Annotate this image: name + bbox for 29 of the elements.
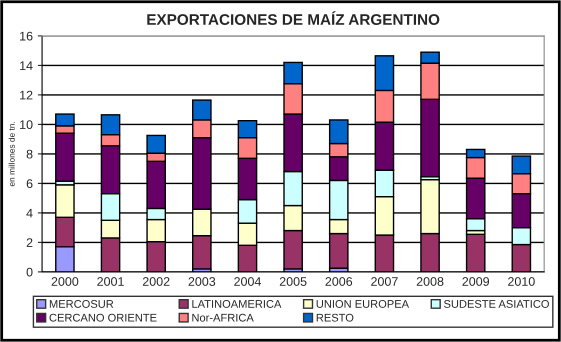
- x-tick-label: 2004: [234, 277, 262, 286]
- y-tick-label: 10: [20, 120, 33, 130]
- x-tick-label: 2010: [508, 277, 535, 286]
- y-tick-label: 12: [20, 90, 32, 100]
- legend-label: CERCANO ORIENTE: [50, 314, 157, 322]
- legend-label: LATINOAMERICA: [192, 300, 282, 308]
- legend-label: Nor-AFRICA: [192, 314, 254, 322]
- legend-label: RESTO: [316, 314, 354, 322]
- x-tick-label: 2008: [416, 277, 444, 286]
- x-tick-label: 2000: [52, 277, 78, 286]
- legend-label: SUDESTE ASIATICO: [444, 300, 549, 308]
- x-tick-label: 2005: [280, 277, 307, 286]
- y-tick-label: 14: [20, 61, 33, 70]
- x-tick-label: 2009: [462, 277, 490, 286]
- legend-label: UNION EUROPEA: [316, 300, 410, 308]
- y-tick-label: 4: [26, 208, 33, 218]
- y-tick-label: 8: [26, 150, 33, 159]
- x-tick-label: 2006: [325, 277, 352, 286]
- y-tick-label: 16: [20, 32, 32, 41]
- x-tick-label: 2007: [371, 277, 398, 286]
- y-axis-title: en millones de tn.: [8, 122, 15, 186]
- chart-title: EXPORTACIONES DE MAÍZ ARGENTINO: [147, 11, 440, 25]
- x-tick-label: 2002: [142, 277, 170, 286]
- y-tick-label: 0: [26, 268, 33, 277]
- legend-label: MERCOSUR: [50, 300, 114, 308]
- x-tick-label: 2003: [188, 277, 216, 286]
- y-tick-label: 6: [26, 179, 32, 188]
- x-tick-label: 2001: [97, 277, 124, 286]
- y-tick-label: 2: [26, 238, 32, 247]
